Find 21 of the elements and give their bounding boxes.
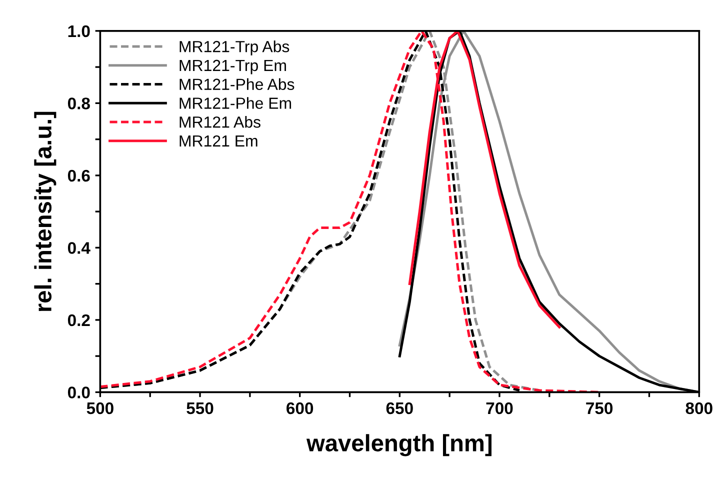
x-tick-label: 500 xyxy=(86,402,114,414)
y-tick-label: 0.4 xyxy=(68,242,90,254)
y-axis-title: rel. intensity [a.u.] xyxy=(34,112,56,312)
legend-label: MR121-Phe Em xyxy=(180,97,292,109)
x-tick-label: 600 xyxy=(286,402,314,414)
y-tick-label: 0.6 xyxy=(68,170,90,182)
y-tick-label: 0.8 xyxy=(68,98,90,110)
y-tick-label: 0.2 xyxy=(68,314,90,326)
x-tick-label: 700 xyxy=(486,402,513,414)
legend-label: MR121 Abs xyxy=(180,116,260,128)
legend-label: MR121-Phe Abs xyxy=(180,78,294,90)
x-tick-label: 750 xyxy=(586,402,613,414)
x-tick-label: 800 xyxy=(686,402,712,414)
legend-label: MR121-Trp Abs xyxy=(180,40,290,56)
y-tick-label: 1.0 xyxy=(68,25,90,38)
x-tick-label: 550 xyxy=(186,402,214,414)
legend-label: MR121 Em xyxy=(180,135,258,146)
legend-label: MR121-Trp Em xyxy=(180,60,286,74)
x-axis-title: wavelength [nm] xyxy=(306,434,492,456)
x-tick-label: 650 xyxy=(386,402,413,414)
y-tick-label: 0.0 xyxy=(68,386,90,398)
